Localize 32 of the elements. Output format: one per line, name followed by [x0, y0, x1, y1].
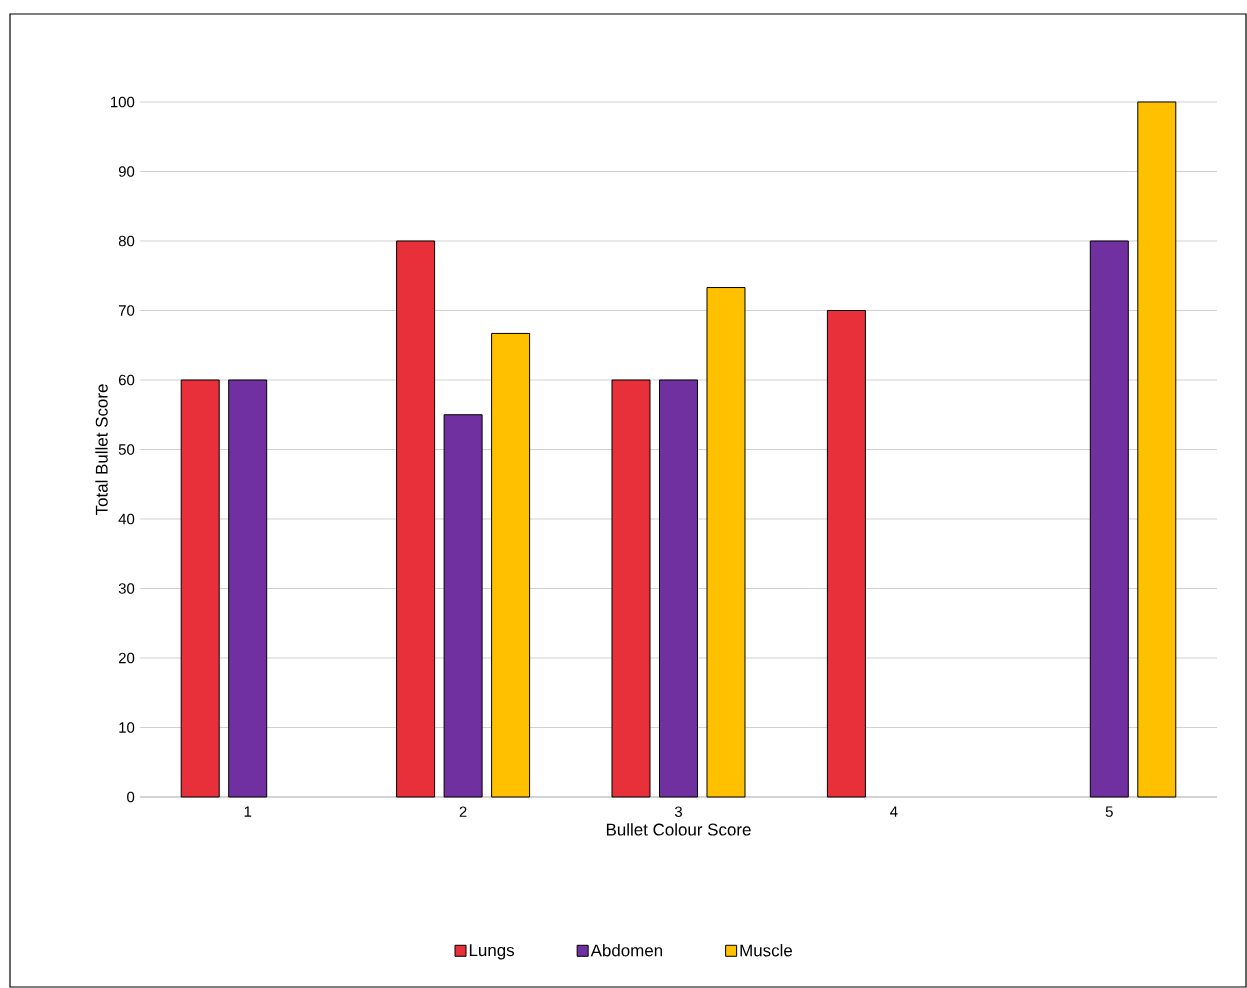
y-tick-label: 60 — [118, 374, 135, 386]
y-tick-label: 100 — [111, 96, 135, 108]
y-tick-label: 90 — [118, 166, 135, 177]
bar — [706, 287, 746, 798]
y-tick-label: 20 — [118, 652, 135, 664]
x-tick-label: 3 — [674, 806, 682, 818]
x-axis-title: Bullet Colour Score — [606, 823, 751, 836]
y-tick-label: 30 — [118, 583, 135, 594]
bar — [443, 414, 483, 798]
legend-label: Muscle — [740, 944, 793, 957]
bar — [826, 309, 866, 798]
bar — [396, 240, 436, 798]
bar — [658, 379, 698, 798]
y-tick-label: 70 — [118, 305, 135, 316]
bar — [1089, 240, 1129, 798]
x-tick-label: 2 — [459, 806, 467, 817]
bar — [228, 379, 268, 798]
bar — [611, 379, 651, 798]
y-axis-title: Total Bullet Score — [95, 384, 108, 516]
y-tick-label: 0 — [127, 791, 135, 803]
y-tick-label: 80 — [118, 235, 135, 247]
x-tick-label: 4 — [890, 806, 898, 817]
y-tick-label: 10 — [119, 722, 135, 733]
x-tick-label: 5 — [1105, 806, 1113, 817]
y-tick-label: 40 — [118, 513, 135, 525]
legend-label: Lungs — [469, 944, 515, 960]
y-tick-label: 50 — [118, 444, 135, 455]
bar — [1137, 101, 1177, 798]
x-tick-label: 1 — [244, 806, 252, 817]
bar — [180, 379, 220, 798]
legend-label: Abdomen — [590, 944, 663, 957]
bar — [491, 332, 531, 798]
